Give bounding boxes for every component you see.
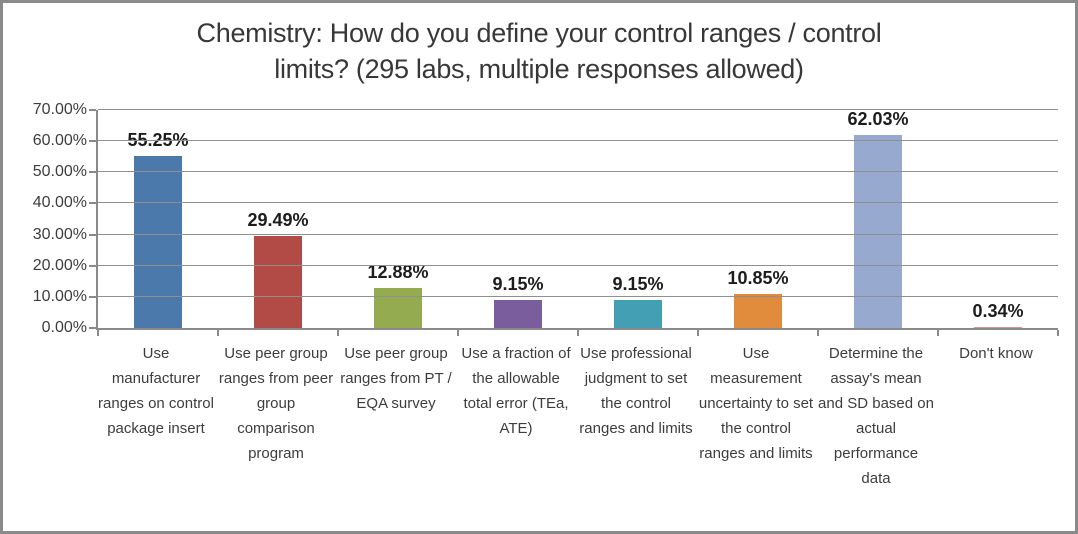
gridline	[98, 233, 1058, 235]
bar	[734, 294, 782, 328]
bar-column: 9.15%	[458, 110, 578, 328]
gridline	[98, 202, 1058, 204]
y-axis-tick-label: 60.00%	[32, 132, 87, 150]
y-axis-tick-label: 10.00%	[32, 287, 87, 305]
chart-title: Chemistry: How do you define your contro…	[89, 15, 989, 87]
x-axis-labels: Use manufacturer ranges on control packa…	[96, 341, 1056, 491]
x-axis-tick	[817, 330, 819, 336]
bar-column: 0.34%	[938, 110, 1058, 328]
bar-value-label: 9.15%	[492, 274, 544, 294]
bar-value-label: 29.49%	[247, 210, 309, 230]
y-axis-labels: 70.00% 60.00% 50.00% 40.00% 30.00% 20.00% 10.0…	[3, 101, 87, 336]
bar-column: 29.49%	[218, 110, 338, 328]
plot-area: 55.25% 29.49% 12.88% 9.15% 9.15% 10.85% 62.03%…	[89, 109, 1059, 336]
y-axis-tick-label: 0.00%	[41, 319, 87, 336]
bar-column: 62.03%	[818, 109, 938, 328]
bar	[134, 156, 182, 328]
x-axis-tick	[937, 330, 939, 336]
gridline	[98, 264, 1058, 266]
x-axis-tick	[217, 330, 219, 336]
y-axis-tick	[89, 202, 96, 205]
x-axis-tick	[1057, 330, 1059, 336]
chart-title-line2: limits? (295 labs, multiple responses al…	[274, 54, 804, 84]
gridline	[98, 109, 1058, 110]
y-axis-tick	[89, 109, 96, 111]
bar	[614, 300, 662, 328]
x-axis-tick	[337, 330, 339, 336]
bar-column: 12.88%	[338, 110, 458, 328]
category-label: Use professional judgment to set the con…	[579, 345, 693, 437]
gridline	[98, 171, 1058, 173]
y-axis-tick	[89, 171, 96, 174]
bar	[854, 135, 902, 328]
bar-value-label: 10.85%	[727, 268, 789, 288]
gridline	[98, 295, 1058, 297]
bar	[974, 327, 1022, 328]
y-axis-tick-label: 40.00%	[32, 194, 87, 212]
y-axis-tick	[89, 233, 96, 236]
bar	[494, 300, 542, 328]
bar	[374, 288, 422, 328]
y-axis-tick	[89, 295, 96, 298]
category-label: Use peer group ranges from peer group co…	[218, 345, 334, 462]
x-axis-tick	[697, 330, 699, 336]
bar-column: 10.85%	[698, 110, 818, 328]
bar-series: 55.25% 29.49% 12.88% 9.15% 9.15% 10.85% 62.03%…	[98, 109, 1058, 328]
bar-value-label: 12.88%	[367, 262, 429, 282]
y-axis-tick-label: 70.00%	[32, 101, 87, 118]
y-axis-tick-label: 30.00%	[32, 225, 87, 243]
y-axis-tick	[89, 327, 96, 329]
x-axis-tick	[577, 330, 579, 336]
bar-column: 9.15%	[578, 110, 698, 328]
y-axis-tick	[89, 264, 96, 267]
bar-value-label: 55.25%	[127, 130, 189, 150]
category-label: Use a fraction of the allowable total er…	[461, 345, 571, 437]
category-label: Use peer group ranges from PT / EQA surv…	[340, 345, 452, 412]
bar	[254, 236, 302, 328]
chart-title-line1: Chemistry: How do you define your contro…	[196, 18, 882, 48]
category-label: Use measurement uncertainty to set the c…	[698, 345, 814, 462]
bar-column: 55.25%	[98, 110, 218, 328]
bar-value-label: 0.34%	[972, 301, 1024, 321]
bar-value-label: 62.03%	[847, 109, 909, 129]
category-label: Determine the assay's mean and SD based …	[818, 345, 934, 487]
y-axis-tick	[89, 140, 96, 143]
gridline	[98, 140, 1058, 142]
category-label: Use manufacturer ranges on control packa…	[98, 345, 214, 437]
category-label: Don't know	[959, 345, 1033, 362]
bar-value-label: 9.15%	[612, 274, 664, 294]
y-axis-tick-label: 20.00%	[32, 256, 87, 274]
x-axis-tick	[97, 330, 99, 336]
y-axis-tick-label: 50.00%	[32, 163, 87, 181]
x-axis-tick	[457, 330, 459, 336]
